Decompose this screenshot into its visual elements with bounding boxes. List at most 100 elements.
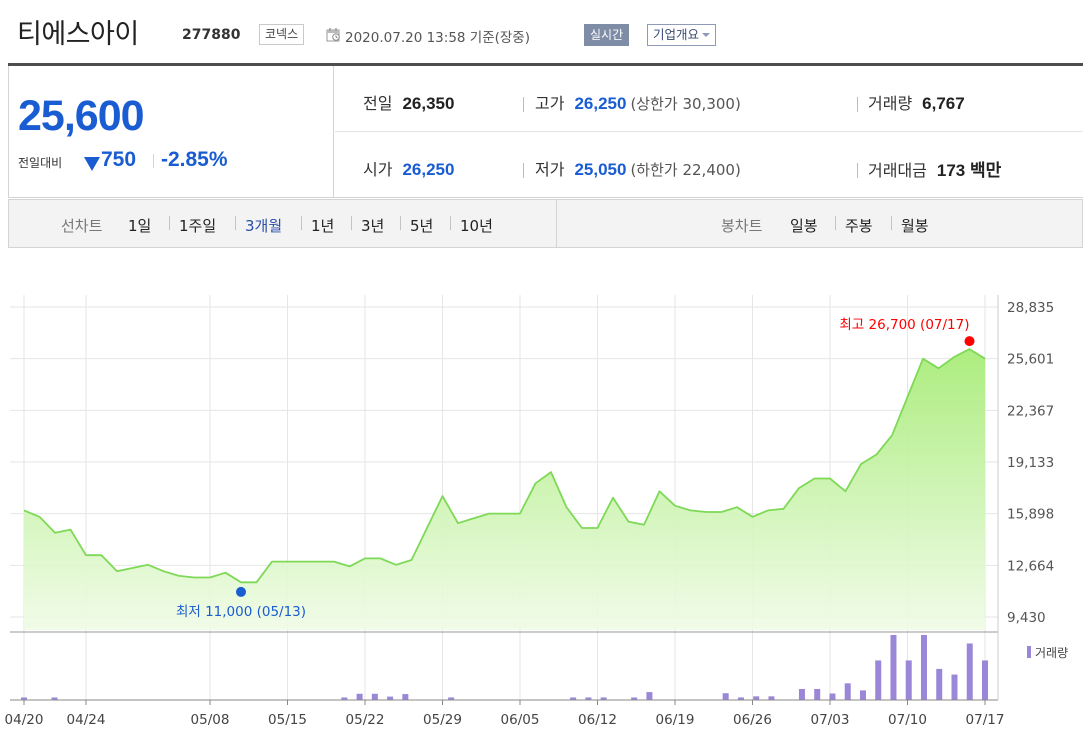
high-price: 고가 26,250 (상한가 30,300) — [535, 90, 741, 114]
y-tick-label: 15,898 — [1007, 507, 1054, 523]
low-label: 저가 — [535, 160, 565, 179]
volume-bar — [798, 688, 805, 700]
volume-label: 거래량 — [868, 94, 913, 113]
period-10y[interactable]: 10년 — [460, 217, 493, 235]
amount-label: 거래대금 — [868, 161, 927, 180]
x-tick-label: 06/26 — [733, 712, 772, 728]
high-point-marker — [964, 336, 975, 347]
low-price: 저가 25,050 (하한가 22,400) — [535, 156, 741, 180]
volume-bar — [753, 696, 760, 700]
y-tick-label: 12,664 — [1007, 558, 1054, 574]
high-value: 26,250 — [574, 94, 627, 113]
volume-bar — [859, 690, 866, 700]
company-overview-dropdown[interactable]: 기업개요 — [647, 24, 717, 46]
divider — [450, 216, 451, 230]
volume-legend-label: 거래량 — [1035, 646, 1068, 660]
divider — [335, 131, 1083, 132]
chart-period-bar: 선차트 1일 1주일 3개월 1년 3년 5년 10년 봉차트 일봉 주봉 월봉 — [8, 199, 1083, 248]
volume-legend-swatch — [1027, 646, 1031, 658]
volume-value: 6,767 — [922, 94, 965, 113]
volume-bar — [356, 693, 363, 700]
x-tick-label: 05/22 — [346, 712, 385, 728]
market-badge: 코넥스 — [259, 24, 305, 45]
period-3y[interactable]: 3년 — [361, 217, 385, 235]
period-1y[interactable]: 1년 — [311, 217, 335, 235]
volume-bar — [722, 693, 729, 700]
quote-panel: 25,600 전일대비 750 -2.85% 전일 26,350 고가 26,250… — [8, 63, 1083, 198]
volume-bar — [936, 668, 943, 700]
x-tick-label: 04/24 — [67, 712, 106, 728]
volume-bar — [570, 697, 577, 700]
period-1d[interactable]: 1일 — [128, 217, 152, 235]
x-tick-label: 05/15 — [268, 712, 307, 728]
open-label: 시가 — [363, 160, 393, 179]
volume-bar — [387, 696, 394, 700]
period-1w[interactable]: 1주일 — [179, 217, 217, 235]
volume-bar — [341, 697, 348, 700]
calendar-icon — [326, 28, 340, 42]
divider — [169, 216, 170, 230]
period-3m[interactable]: 3개월 — [245, 217, 283, 235]
x-tick-label: 04/20 — [5, 712, 44, 728]
volume-bar — [951, 674, 958, 700]
x-tick-label: 07/17 — [966, 712, 1005, 728]
candle-monthly[interactable]: 월봉 — [901, 217, 929, 235]
x-tick-label: 05/29 — [423, 712, 462, 728]
stock-header: 티에스아이 277880 코넥스 2020.07.20 13:58 기준(장중)… — [0, 0, 1083, 62]
y-tick-label: 19,133 — [1007, 455, 1054, 471]
current-price-block: 25,600 전일대비 750 -2.85% — [8, 66, 334, 197]
x-tick-label: 06/12 — [578, 712, 617, 728]
price-chart: 28,835 25,601 22,367 19,133 15,898 12,664 9,43… — [5, 295, 1068, 728]
change-percent: -2.85% — [161, 148, 228, 171]
change-amount: 750 — [101, 148, 137, 171]
divider — [835, 216, 836, 230]
prev-close: 전일 26,350 — [363, 90, 454, 114]
period-5y[interactable]: 5년 — [410, 217, 434, 235]
y-tick-label: 28,835 — [1007, 300, 1054, 316]
lower-limit: (하한가 22,400) — [630, 161, 741, 179]
chart-axes: 28,835 25,601 22,367 19,133 15,898 12,664 9,43… — [5, 295, 1068, 728]
current-price: 25,600 — [18, 92, 145, 140]
divider — [235, 216, 236, 230]
volume-bar — [646, 692, 653, 700]
x-tick-label: 05/08 — [191, 712, 230, 728]
volume-bar — [402, 694, 409, 700]
divider — [351, 216, 352, 230]
volume-bar — [600, 697, 607, 700]
company-overview-label: 기업개요 — [653, 27, 700, 42]
quote-timestamp: 2020.07.20 13:58 기준(장중) — [345, 30, 530, 46]
divider — [523, 163, 524, 178]
divider — [891, 216, 892, 230]
divider — [153, 154, 154, 168]
stock-name: 티에스아이 — [17, 19, 139, 50]
prev-close-label: 전일 — [363, 94, 393, 113]
divider — [523, 97, 524, 112]
line-chart-label: 선차트 — [61, 217, 103, 235]
change-label: 전일대비 — [18, 156, 63, 170]
price-area-fill — [24, 349, 985, 630]
prev-close-value: 26,350 — [402, 94, 455, 113]
volume: 거래량 6,767 — [868, 90, 965, 114]
stock-code: 277880 — [182, 27, 241, 43]
y-tick-label: 9,430 — [1007, 610, 1046, 626]
candle-daily[interactable]: 일봉 — [790, 217, 818, 235]
x-tick-label: 06/19 — [656, 712, 695, 728]
volume-bar — [814, 688, 821, 700]
realtime-button[interactable]: 실시간 — [584, 24, 630, 46]
open-value: 26,250 — [402, 160, 455, 179]
trade-amount: 거래대금 173 백만 — [868, 156, 1001, 181]
volume-bar — [448, 697, 455, 700]
divider — [556, 200, 557, 247]
x-tick-label: 06/05 — [501, 712, 540, 728]
volume-bar — [21, 697, 27, 700]
volume-bar — [920, 635, 927, 700]
divider — [857, 163, 858, 178]
volume-bar — [829, 693, 836, 700]
candle-weekly[interactable]: 주봉 — [845, 217, 873, 235]
volume-bar — [875, 660, 882, 700]
volume-bar — [890, 635, 897, 700]
amount-value: 173 백만 — [936, 161, 1002, 180]
y-tick-label: 22,367 — [1007, 403, 1054, 419]
high-label: 고가 — [535, 94, 565, 113]
volume-bar — [905, 660, 912, 700]
